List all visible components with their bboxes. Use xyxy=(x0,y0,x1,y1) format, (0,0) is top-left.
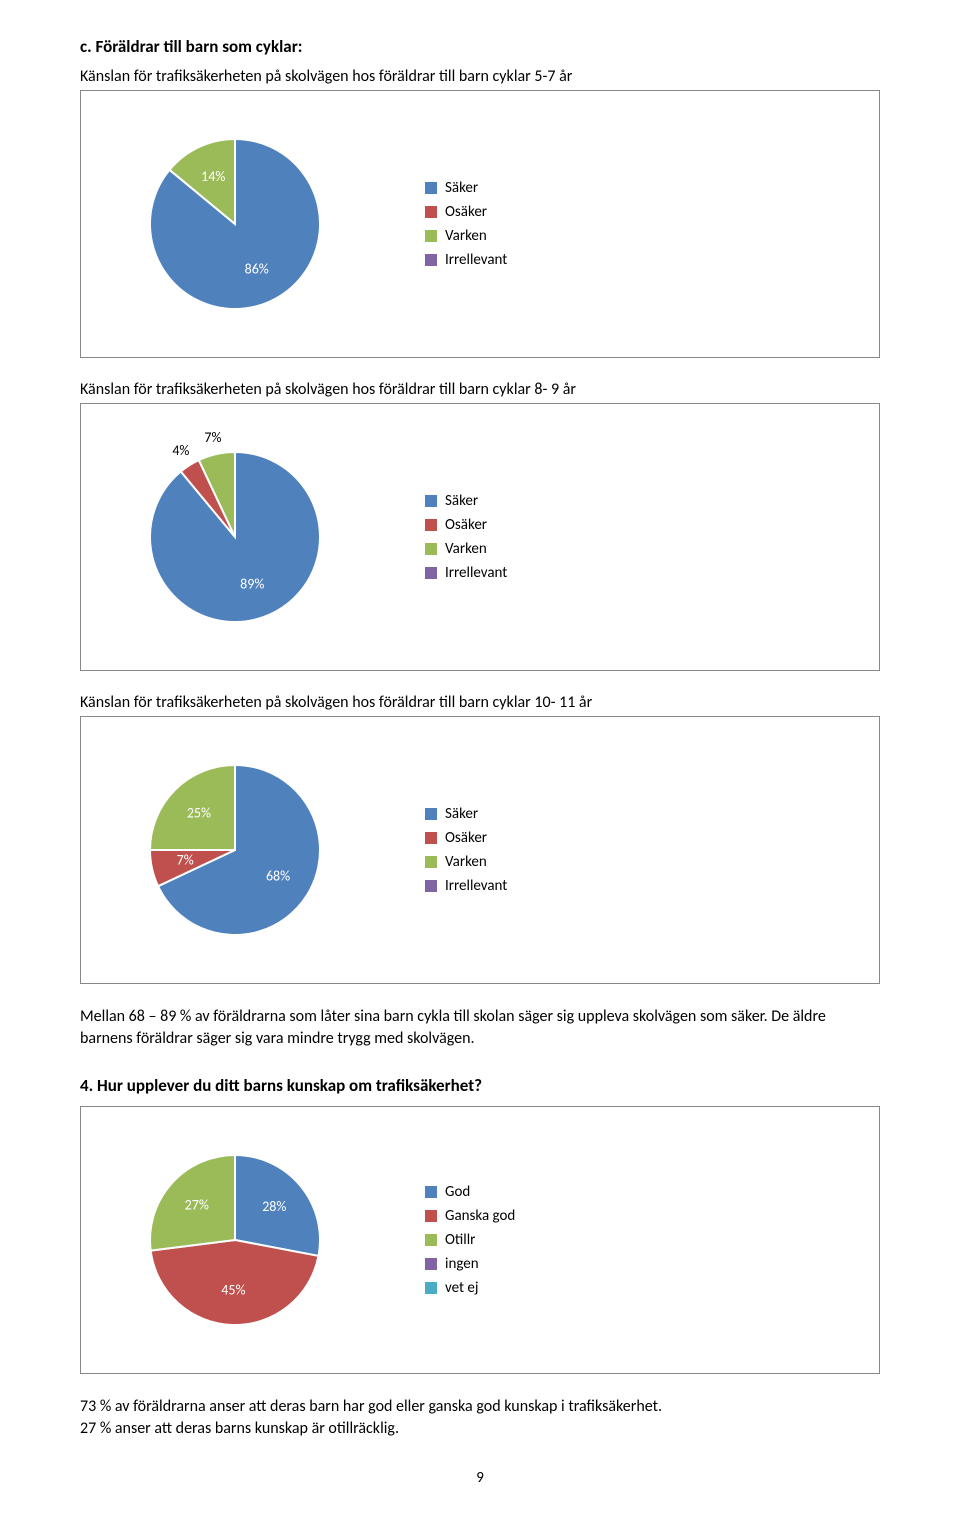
legend-label: Irrellevant xyxy=(445,251,507,269)
legend-row: Säker xyxy=(425,179,507,197)
legend-label: Osäker xyxy=(445,203,487,221)
legend-label: Varken xyxy=(445,227,487,245)
legend-swatch xyxy=(425,1210,437,1222)
legend-swatch xyxy=(425,832,437,844)
legend-row: Varken xyxy=(425,227,507,245)
pie-slice-label: 86% xyxy=(245,260,269,277)
legend-swatch xyxy=(425,495,437,507)
legend-row: Osäker xyxy=(425,516,507,534)
chart1-title: Känslan för trafiksäkerheten på skolväge… xyxy=(80,67,880,86)
legend-label: Ganska god xyxy=(445,1207,515,1225)
legend-swatch xyxy=(425,206,437,218)
chart3-legend: Säker Osäker Varken Irrellevant xyxy=(425,805,507,895)
chart1-pie: 86% 14% xyxy=(122,111,348,337)
legend-row: God xyxy=(425,1183,515,1201)
legend-swatch xyxy=(425,567,437,579)
legend-swatch xyxy=(425,1258,437,1270)
legend-row: Irrellevant xyxy=(425,251,507,269)
legend-row: Varken xyxy=(425,540,507,558)
legend-swatch xyxy=(425,1186,437,1198)
chart1-legend: Säker Osäker Varken Irrellevant xyxy=(425,179,507,269)
chart4-box: 28% 45% 27% God Ganska god Otillr ingen vet ej xyxy=(80,1106,880,1374)
legend-row: Otillr xyxy=(425,1231,515,1249)
legend-swatch xyxy=(425,880,437,892)
chart1-row: 86% 14% Säker Osäker Varken Irrellevant xyxy=(105,111,855,337)
paragraph-2b: 27 % anser att deras barns kunskap är ot… xyxy=(80,1419,399,1438)
chart2-pie-wrap: 89% 4% 7% xyxy=(105,424,365,650)
pie-slice-label: 27% xyxy=(185,1197,209,1214)
legend-row: Osäker xyxy=(425,203,507,221)
legend-label: vet ej xyxy=(445,1279,478,1297)
legend-row: Osäker xyxy=(425,829,507,847)
legend-label: Säker xyxy=(445,805,478,823)
legend-row: Irrellevant xyxy=(425,877,507,895)
paragraph-2a: 73 % av föräldrarna anser att deras barn… xyxy=(80,1397,662,1416)
legend-swatch xyxy=(425,519,437,531)
legend-label: Irrellevant xyxy=(445,877,507,895)
legend-row: Säker xyxy=(425,805,507,823)
legend-label: Varken xyxy=(445,540,487,558)
legend-row: Varken xyxy=(425,853,507,871)
pie-slice-label: 28% xyxy=(262,1198,286,1215)
legend-label: God xyxy=(445,1183,470,1201)
legend-row: ingen xyxy=(425,1255,515,1273)
chart3-pie-wrap: 68% 7% 25% xyxy=(105,737,365,963)
chart4-pie-wrap: 28% 45% 27% xyxy=(105,1127,365,1353)
section-heading-4: 4. Hur upplever du ditt barns kunskap om… xyxy=(80,1075,880,1096)
section-heading-c: c. Föräldrar till barn som cyklar: xyxy=(80,36,880,57)
legend-swatch xyxy=(425,543,437,555)
legend-label: Otillr xyxy=(445,1231,475,1249)
chart2-legend: Säker Osäker Varken Irrellevant xyxy=(425,492,507,582)
pie-slice-label: 25% xyxy=(187,804,211,821)
paragraph-1: Mellan 68 – 89 % av föräldrarna som låte… xyxy=(80,1006,880,1049)
pie-slice-label: 68% xyxy=(266,868,290,885)
chart4-row: 28% 45% 27% God Ganska god Otillr ingen vet ej xyxy=(105,1127,855,1353)
legend-row: Irrellevant xyxy=(425,564,507,582)
legend-row: vet ej xyxy=(425,1279,515,1297)
pie-slice-label: 14% xyxy=(201,168,225,185)
chart2-pie: 89% 4% 7% xyxy=(122,424,348,650)
chart2-box: 89% 4% 7% Säker Osäker Varken Irrellevant xyxy=(80,403,880,671)
legend-swatch xyxy=(425,182,437,194)
legend-label: Osäker xyxy=(445,516,487,534)
chart3-box: 68% 7% 25% Säker Osäker Varken Irrellevant xyxy=(80,716,880,984)
legend-swatch xyxy=(425,1234,437,1246)
legend-swatch xyxy=(425,808,437,820)
legend-label: Säker xyxy=(445,492,478,510)
chart2-title: Känslan för trafiksäkerheten på skolväge… xyxy=(80,380,880,399)
chart3-row: 68% 7% 25% Säker Osäker Varken Irrellevant xyxy=(105,737,855,963)
pie-slice-label: 7% xyxy=(177,851,194,868)
legend-label: Säker xyxy=(445,179,478,197)
chart1-box: 86% 14% Säker Osäker Varken Irrellevant xyxy=(80,90,880,358)
paragraph-2: 73 % av föräldrarna anser att deras barn… xyxy=(80,1396,880,1439)
legend-row: Ganska god xyxy=(425,1207,515,1225)
chart3-title: Känslan för trafiksäkerheten på skolväge… xyxy=(80,693,880,712)
legend-label: Irrellevant xyxy=(445,564,507,582)
page-number: 9 xyxy=(80,1469,880,1487)
pie-slice-label: 4% xyxy=(172,442,189,459)
pie-slice-label: 89% xyxy=(240,575,264,592)
legend-swatch xyxy=(425,230,437,242)
chart3-pie: 68% 7% 25% xyxy=(122,737,348,963)
legend-label: Osäker xyxy=(445,829,487,847)
pie-slice-label: 45% xyxy=(221,1282,245,1299)
chart4-legend: God Ganska god Otillr ingen vet ej xyxy=(425,1183,515,1297)
legend-swatch xyxy=(425,254,437,266)
legend-swatch xyxy=(425,1282,437,1294)
legend-label: ingen xyxy=(445,1255,479,1273)
chart2-row: 89% 4% 7% Säker Osäker Varken Irrellevant xyxy=(105,424,855,650)
legend-row: Säker xyxy=(425,492,507,510)
pie-slice-label: 7% xyxy=(204,429,221,446)
legend-label: Varken xyxy=(445,853,487,871)
chart1-pie-wrap: 86% 14% xyxy=(105,111,365,337)
legend-swatch xyxy=(425,856,437,868)
chart4-pie: 28% 45% 27% xyxy=(122,1127,348,1353)
